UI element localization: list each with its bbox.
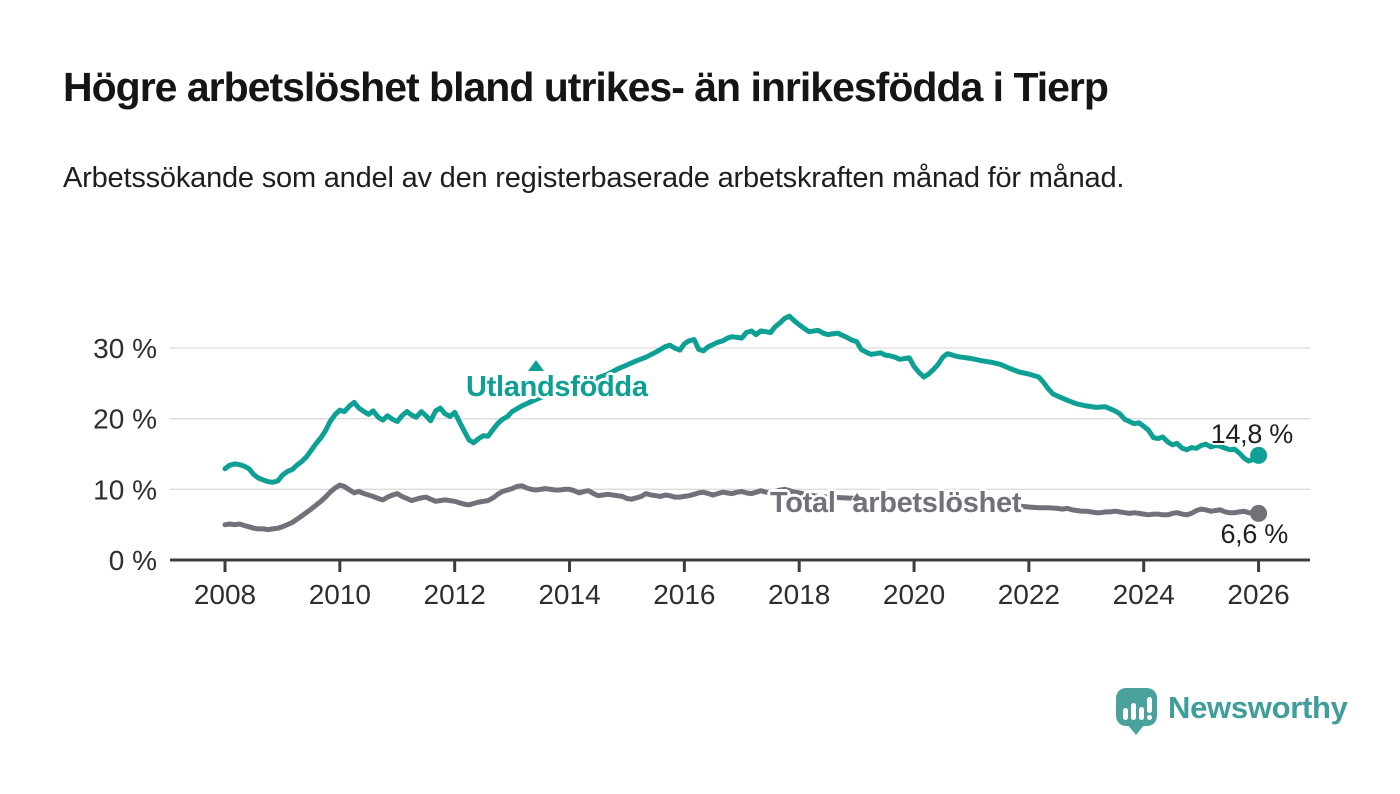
newsworthy-logo: Newsworthy: [1116, 688, 1348, 750]
svg-text:2018: 2018: [768, 579, 830, 610]
svg-text:2016: 2016: [653, 579, 715, 610]
end-value-label-total: 6,6 %: [1220, 519, 1288, 549]
marker-triangle-icon: [852, 493, 862, 500]
series-label-text: Total arbetslöshet: [770, 487, 1022, 519]
marker-triangle-icon: [528, 360, 544, 371]
svg-text:2022: 2022: [998, 579, 1060, 610]
svg-text:0 %: 0 %: [109, 545, 157, 576]
logo-bar-icon: [1123, 708, 1128, 720]
svg-text:20 %: 20 %: [93, 404, 157, 435]
chart-subtitle: Arbetssökande som andel av den registerb…: [63, 162, 1125, 194]
logo-bar-icon: [1131, 703, 1136, 720]
svg-text:2008: 2008: [194, 579, 256, 610]
newsworthy-wordmark: Newsworthy: [1168, 690, 1348, 725]
end-value-label-utlandsfodda: 14,8 %: [1210, 419, 1294, 449]
svg-text:10 %: 10 %: [93, 474, 157, 505]
svg-text:2010: 2010: [309, 579, 371, 610]
bar-chart-bubble-icon: [1116, 688, 1157, 735]
svg-text:2020: 2020: [883, 579, 945, 610]
series-label-utlandsfodda: Utlandsfödda: [466, 360, 648, 403]
svg-text:2024: 2024: [1113, 579, 1175, 610]
logo-exclamation-icon: [1147, 697, 1152, 713]
svg-text:2012: 2012: [424, 579, 486, 610]
svg-text:30 %: 30 %: [93, 333, 157, 364]
series-label-total: Total arbetslöshet: [770, 487, 1022, 519]
logo-bar-icon: [1139, 707, 1144, 720]
svg-text:2014: 2014: [538, 579, 600, 610]
series-label-text: Utlandsfödda: [466, 371, 648, 403]
chart-title: Högre arbetslöshet bland utrikes- än inr…: [63, 64, 1109, 110]
logo-exclamation-dot-icon: [1147, 715, 1152, 720]
svg-text:2026: 2026: [1227, 579, 1289, 610]
